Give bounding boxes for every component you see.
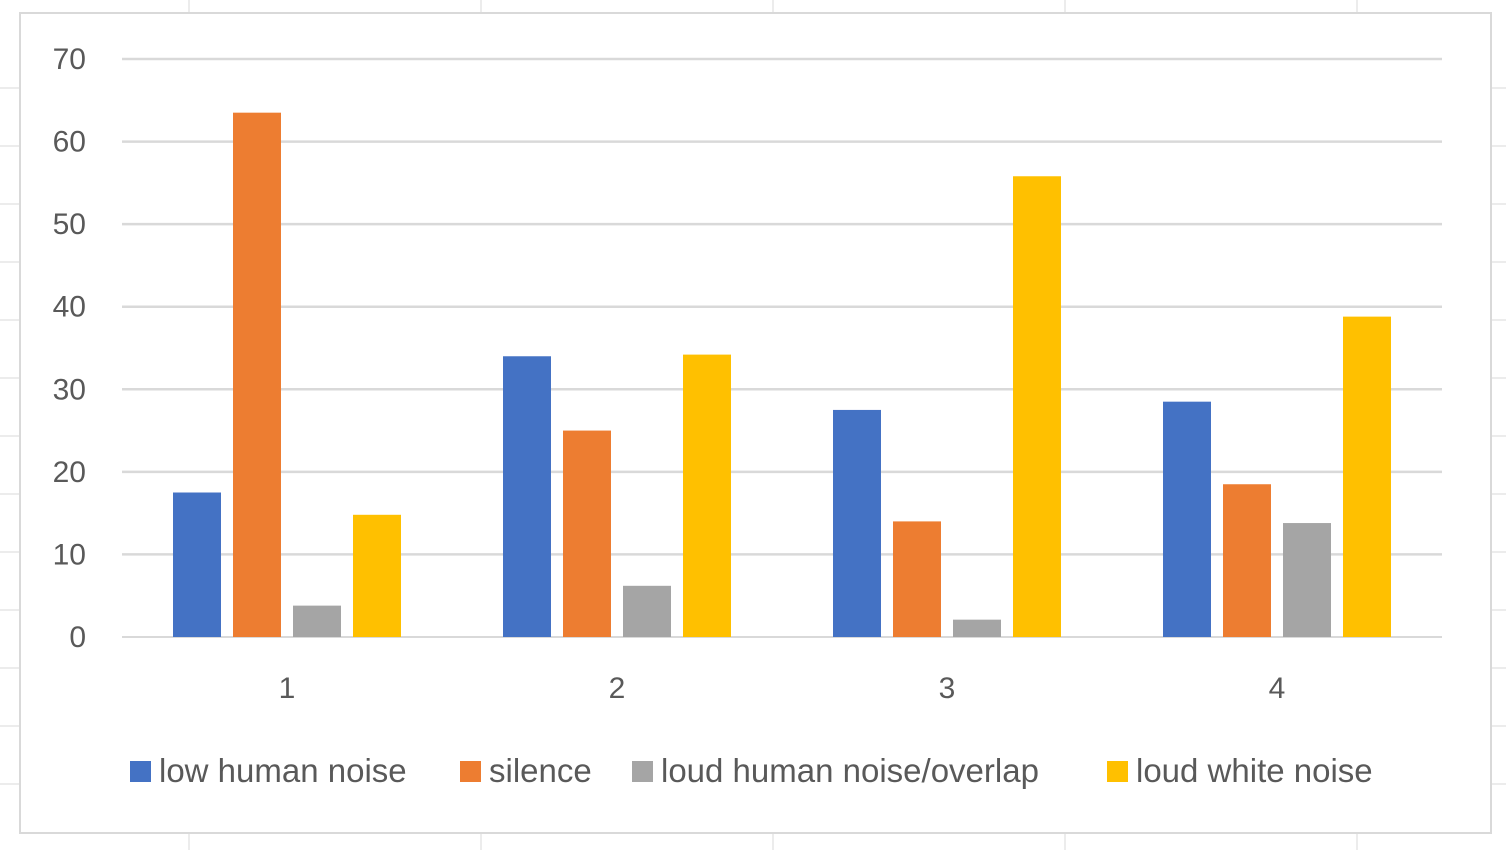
bar <box>1013 176 1061 637</box>
bar <box>1283 523 1331 637</box>
x-tick-label: 3 <box>939 672 956 705</box>
y-tick-label: 50 <box>53 208 86 241</box>
y-tick-label: 30 <box>53 373 86 406</box>
bar <box>1163 401 1211 637</box>
bar <box>683 354 731 637</box>
bar <box>173 492 221 637</box>
legend-label: low human noise <box>159 752 407 789</box>
bar <box>1343 316 1391 637</box>
bar <box>353 514 401 637</box>
x-tick-label: 2 <box>609 672 626 705</box>
y-tick-label: 40 <box>53 291 86 324</box>
y-tick-label: 60 <box>53 126 86 159</box>
bar <box>833 409 881 637</box>
legend-swatch <box>460 761 481 782</box>
y-tick-label: 70 <box>53 43 86 76</box>
bar <box>623 585 671 637</box>
y-axis: 0 10 20 30 40 50 60 70 <box>53 43 86 654</box>
legend-swatch <box>130 761 151 782</box>
y-tick-label: 10 <box>53 538 86 571</box>
x-tick-label: 4 <box>1269 672 1286 705</box>
legend-swatch <box>632 761 653 782</box>
bar <box>953 619 1001 637</box>
x-axis: 1 2 3 4 <box>279 672 1286 705</box>
bar <box>293 605 341 637</box>
bar <box>1223 484 1271 637</box>
bar <box>563 430 611 637</box>
y-tick-label: 0 <box>69 621 86 654</box>
bar <box>503 356 551 637</box>
gridlines <box>122 57 1442 638</box>
legend-swatch <box>1107 761 1128 782</box>
y-tick-label: 20 <box>53 456 86 489</box>
legend-label: loud human noise/overlap <box>661 752 1039 789</box>
bar <box>233 112 281 637</box>
x-tick-label: 1 <box>279 672 296 705</box>
legend: low human noise silence loud human noise/o… <box>130 752 1373 789</box>
legend-label: loud white noise <box>1136 752 1373 789</box>
bar <box>893 521 941 637</box>
bars <box>173 112 1391 637</box>
legend-label: silence <box>489 752 592 789</box>
